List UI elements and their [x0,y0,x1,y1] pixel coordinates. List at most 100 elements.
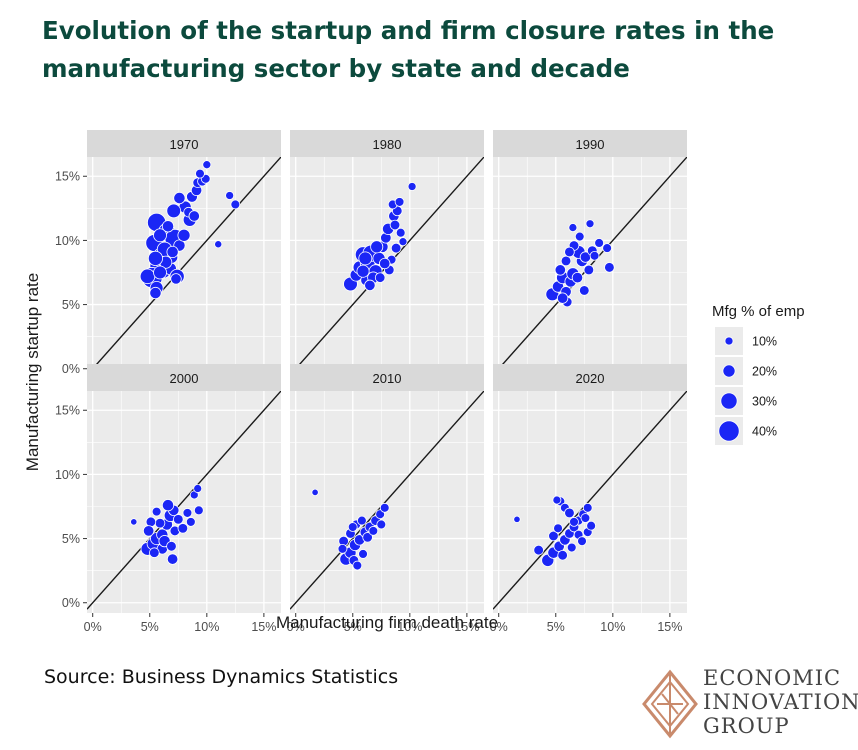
data-point [395,227,406,238]
reference-line-y-equals-x [493,391,687,610]
data-point [173,191,186,205]
data-point [586,520,597,531]
x-tick-label: 15% [454,620,479,634]
facet-label: 1990 [576,137,605,152]
data-point [368,526,379,536]
data-point [193,505,204,516]
legend-key-point [724,336,734,346]
data-point [153,228,167,243]
legend-key-point [722,364,736,378]
data-point [166,245,179,259]
data-point [364,279,376,292]
data-point [580,513,591,523]
data-point [379,502,390,513]
reference-line-y-equals-x [87,391,281,610]
data-point [602,243,612,253]
x-tick-label: 5% [547,620,565,634]
data-point [357,515,367,526]
data-point [202,160,212,170]
data-point [193,484,203,493]
data-point [589,250,600,261]
y-tick-label: 10% [55,234,80,248]
panel-1980: 1980 [290,130,484,379]
facet-strip [290,364,484,391]
data-point [533,544,544,556]
legend-title: Mfg % of emp [712,303,805,320]
y-tick-label: 15% [55,170,80,184]
points-group [343,182,417,292]
data-point [185,517,196,527]
data-point [564,507,575,519]
x-tick-label: 5% [344,620,362,634]
data-point [166,203,182,219]
data-point [513,515,521,523]
data-point [153,265,167,280]
data-point [557,549,568,561]
data-point [407,182,417,191]
data-point [604,262,615,273]
data-point [379,257,391,270]
facet-label: 2020 [576,371,605,386]
data-point [311,488,319,497]
panel-2010: 2010 0% 5% 10% 15% [287,364,484,634]
data-point [230,199,241,210]
x-tick-label: 15% [657,620,682,634]
data-point [362,532,373,543]
data-point [182,508,193,518]
reference-line-y-equals-x [87,157,281,376]
x-tick-label: 10% [194,620,219,634]
chart-title: Evolution of the startup and firm closur… [42,16,775,83]
logo-text-line-3: GROUP [703,714,790,738]
data-point [568,223,578,233]
x-tick-label: 0% [490,620,508,634]
data-point [147,250,163,266]
data-point [376,519,387,530]
data-point [569,517,579,527]
facet-strip [493,364,687,391]
data-point [556,292,569,304]
data-point [571,271,584,284]
data-point [166,553,179,565]
data-point [389,219,401,231]
data-point [170,273,182,285]
y-tick-label: 0% [62,362,80,376]
x-axis-label: Manufacturing firm death rate [276,613,498,632]
legend: Mfg % of emp 10% 20% 30% 40% [712,303,805,445]
data-point [352,560,363,571]
legend-key-point [718,420,740,442]
data-point [161,220,175,233]
points-group [513,495,597,567]
data-point [358,251,373,266]
data-point [374,272,386,283]
x-tick-label: 10% [600,620,625,634]
logo-text-line-2: INNOVATION [703,690,858,714]
data-point [149,286,162,300]
data-point [154,517,166,529]
x-tick-label: 15% [251,620,276,634]
data-point [177,523,189,534]
eig-logo-mark-icon [642,669,698,739]
facet-strip [493,130,687,157]
x-tick-label: 10% [397,620,422,634]
data-point [358,549,368,559]
data-point [173,514,184,525]
data-point [554,264,567,276]
data-point [356,264,370,278]
panel-2000: 2000 0% 5% 10% 15% 0% 5% 10% 15% [55,364,281,634]
reference-line-y-equals-x [290,391,484,610]
data-point [548,530,559,542]
data-point [130,518,138,526]
source-note: Source: Business Dynamics Statistics [44,666,399,688]
data-point [188,210,200,222]
data-point [370,240,384,254]
eig-logo: ECONOMIC INNOVATION GROUP [640,664,858,744]
data-point [177,228,191,242]
facet-label: 1980 [373,137,402,152]
points-group [311,488,390,571]
y-tick-label: 5% [62,298,80,312]
legend-label: 40% [752,425,777,439]
x-tick-label: 5% [141,620,159,634]
data-point [390,242,402,254]
data-point [394,197,405,207]
data-point [337,543,348,554]
